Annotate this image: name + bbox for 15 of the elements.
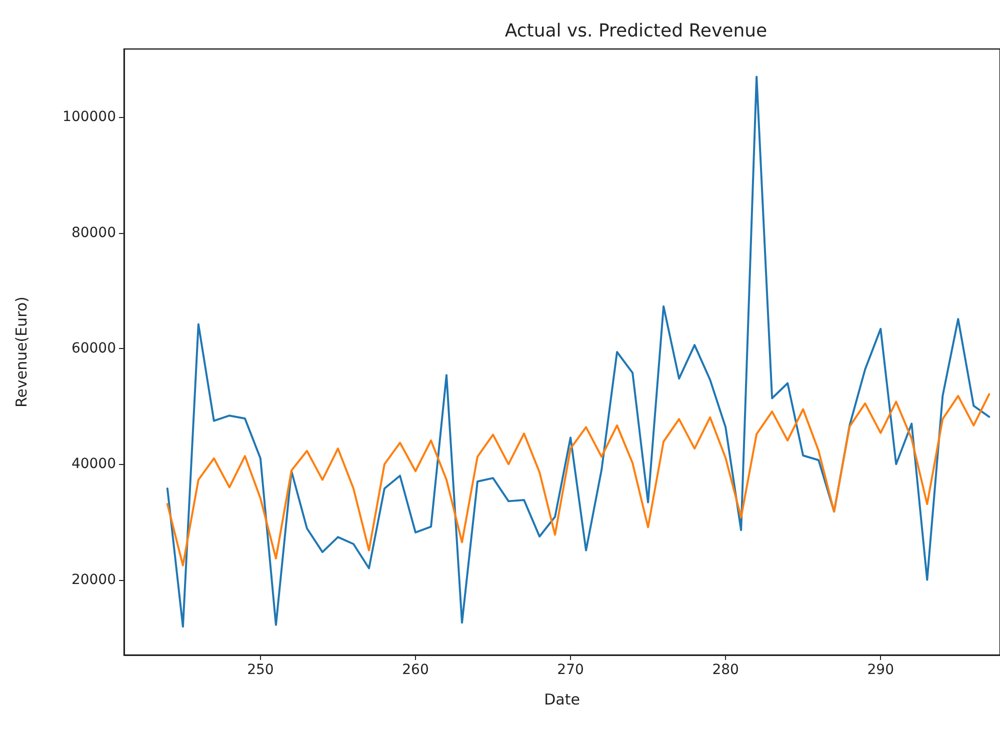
y-tick-label: 80000	[71, 224, 116, 241]
x-tick-label: 280	[712, 662, 739, 678]
chart-title: Actual vs. Predicted Revenue	[504, 20, 768, 42]
y-axis-title: Revenue(Euro)	[12, 296, 30, 408]
x-tick-label: 250	[247, 662, 274, 678]
x-tick-label: 290	[867, 662, 894, 678]
x-tick-label: 260	[402, 662, 429, 678]
y-tick-label: 60000	[71, 340, 116, 357]
y-tick-label: 100000	[62, 109, 116, 126]
line-series	[166, 393, 990, 566]
y-tick-label: 40000	[71, 456, 116, 472]
y-tick-label: 20000	[71, 572, 116, 588]
x-tick-label: 270	[557, 662, 584, 678]
line-series	[166, 76, 990, 628]
x-axis-title: Date	[544, 690, 580, 708]
